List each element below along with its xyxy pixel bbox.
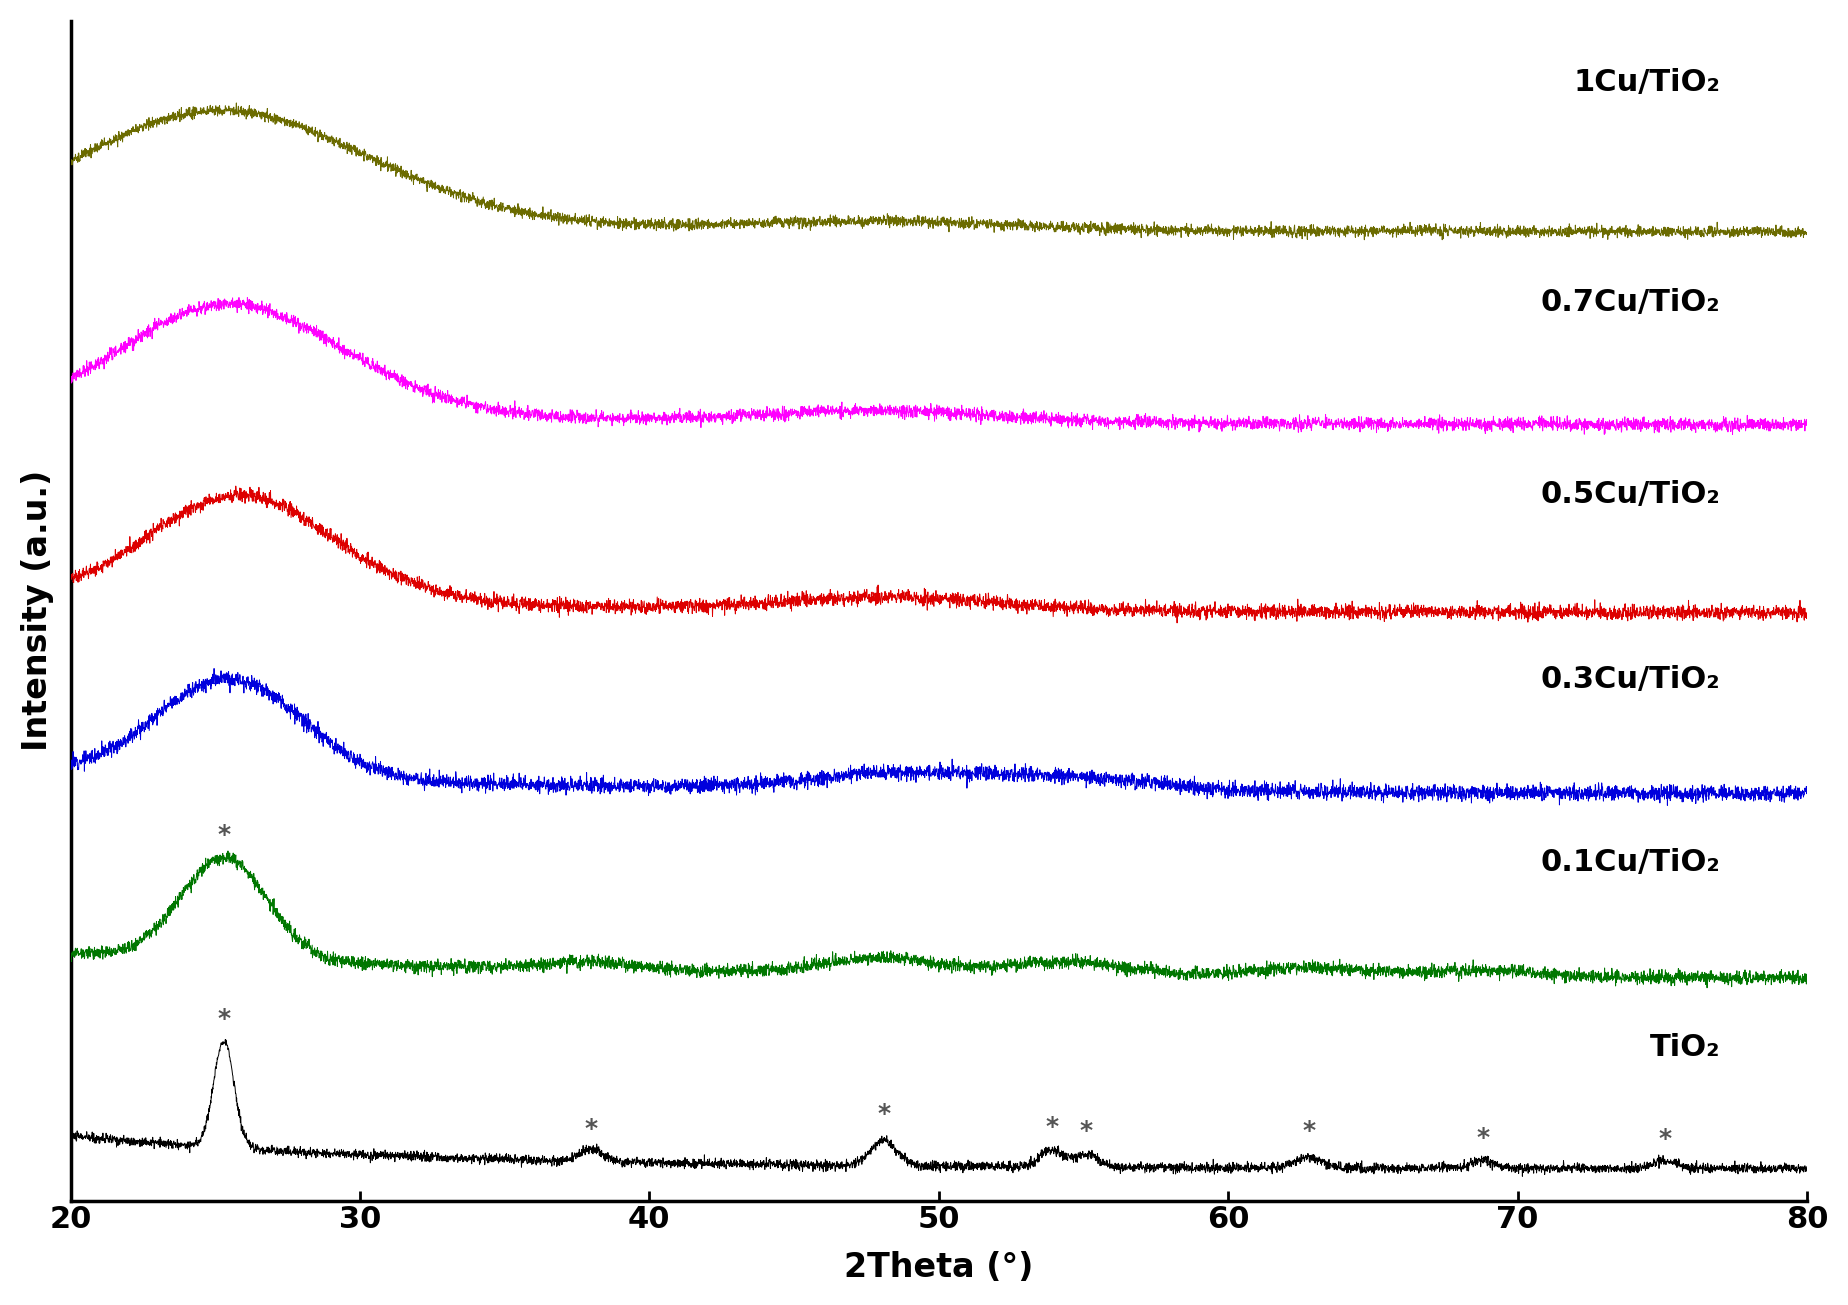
Text: 0.7Cu/TiO₂: 0.7Cu/TiO₂	[1539, 288, 1719, 317]
Text: *: *	[1658, 1126, 1671, 1151]
Text: *: *	[218, 822, 231, 847]
Text: *: *	[584, 1117, 597, 1141]
Text: 1Cu/TiO₂: 1Cu/TiO₂	[1573, 68, 1719, 97]
X-axis label: 2Theta (°): 2Theta (°)	[843, 1251, 1033, 1284]
Text: *: *	[1044, 1114, 1057, 1138]
Text: *: *	[218, 1007, 231, 1031]
Text: *: *	[1079, 1118, 1092, 1143]
Text: *: *	[876, 1103, 889, 1126]
Text: TiO₂: TiO₂	[1648, 1034, 1719, 1062]
Text: 0.3Cu/TiO₂: 0.3Cu/TiO₂	[1539, 666, 1719, 694]
Text: 0.1Cu/TiO₂: 0.1Cu/TiO₂	[1539, 848, 1719, 877]
Text: *: *	[1475, 1126, 1488, 1150]
Text: 0.5Cu/TiO₂: 0.5Cu/TiO₂	[1539, 480, 1719, 509]
Text: *: *	[1301, 1120, 1316, 1143]
Y-axis label: Intensity (a.u.): Intensity (a.u.)	[20, 470, 54, 752]
